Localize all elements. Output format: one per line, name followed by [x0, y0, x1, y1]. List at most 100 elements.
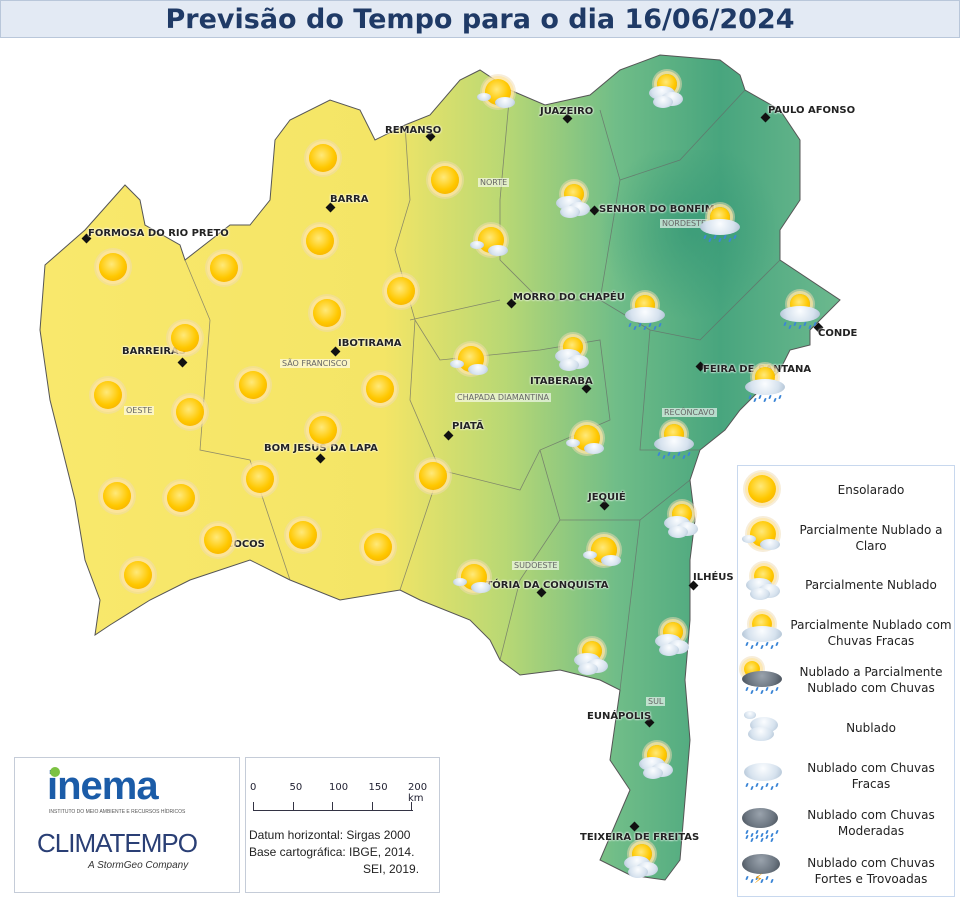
sunny-icon: [196, 520, 240, 560]
partly-cloudy-icon: [649, 620, 693, 660]
sunny-icon: [91, 247, 135, 287]
region-label: SUL: [646, 697, 666, 706]
sunny-icon: [423, 160, 467, 200]
legend-item: Ensolarado: [738, 466, 956, 514]
city-label: PAULO AFONSO: [768, 105, 856, 116]
scale-tick-label: 0: [250, 782, 257, 793]
sunny-icon: [95, 476, 139, 516]
sunny-icon: [163, 318, 207, 358]
sunny-icon: [231, 365, 275, 405]
sunny-icon: [159, 478, 203, 518]
legend-item: Parcialmente Nublado a Claro: [738, 514, 956, 562]
partly-cloudy-icon: [740, 564, 784, 604]
bahia-map: REMANSO JUAZEIRO PAULO AFONSO BARRA SENHOR D…: [0, 38, 960, 901]
legend-item: Nublado com Chuvas Moderadas: [738, 799, 956, 847]
partly-cloudy-icon: [658, 502, 702, 542]
city-label: VITÓRIA DA CONQUISTA: [474, 580, 609, 591]
legend-label: Nublado: [846, 721, 896, 735]
legend-item: Nublado: [738, 704, 956, 752]
scale-tick-label: 50: [289, 782, 303, 793]
city-label: FORMOSA DO RIO PRETO: [88, 228, 229, 239]
storm-icon: ⚡: [740, 850, 784, 890]
scale-tick: [292, 802, 294, 811]
partly-cloudy-icon: [568, 639, 612, 679]
region-label: NORTE: [478, 178, 510, 187]
legend-label: Parcialmente Nublado: [805, 578, 937, 593]
scale-tick: [371, 802, 373, 811]
cloudy-icon: [740, 707, 784, 747]
sunny-icon: [740, 469, 784, 509]
partly-cloudy-clear-icon: [468, 223, 512, 263]
cloudy-light-rain-icon: [740, 755, 784, 795]
sunny-icon: [301, 410, 345, 450]
cloudy-partly-rain-icon: [740, 659, 784, 699]
city-label: SENHOR DO BONFIM: [599, 204, 715, 215]
sunny-icon: [356, 527, 400, 567]
region-label: OESTE: [124, 406, 155, 415]
sunny-icon: [411, 456, 455, 496]
scale-tick: [332, 802, 333, 811]
city-label: REMANSO: [385, 125, 442, 136]
datum-text: Datum horizontal: Sirgas 2000: [249, 828, 411, 842]
sunny-icon: [202, 248, 246, 288]
partly-cloudy-clear-icon: [451, 560, 495, 600]
page-title: Previsão do Tempo para o dia 16/06/2024: [0, 0, 960, 38]
legend-label: Parcialmente Nublado com Chuvas Fracas: [790, 617, 952, 648]
base-text: Base cartográfica: IBGE, 2014.: [249, 845, 415, 859]
inema-subtitle: INSTITUTO DO MEIO AMBIENTE E RECURSOS HÍ…: [49, 809, 186, 815]
city-label: PIATÃ: [452, 421, 484, 432]
scale-tick-label: 150: [368, 782, 388, 793]
scale-tick: [411, 802, 412, 811]
region-label: SÃO FRANCISCO: [280, 359, 350, 368]
sunny-icon: [116, 555, 160, 595]
city-label: MORRO DO CHAPÉU: [513, 292, 625, 303]
city-label: BARREIRAS: [122, 346, 186, 357]
legend-label: Parcialmente Nublado a Claro: [799, 522, 943, 553]
legend-label: Nublado com Chuvas Fracas: [807, 760, 935, 791]
city-label: EUNÁPOLIS: [587, 711, 652, 722]
legend-item: Nublado com Chuvas Fracas: [738, 752, 956, 800]
sunny-icon: [379, 271, 423, 311]
legend-label: Nublado a Parcialmente Nublado com Chuva…: [799, 665, 943, 696]
city-label: ITABERABA: [530, 376, 593, 387]
legend-label: Ensolarado: [837, 483, 905, 497]
sunny-icon: [168, 392, 212, 432]
partly-cloudy-light-rain-icon: [740, 612, 784, 652]
partly-cloudy-light-rain-icon: [652, 422, 696, 462]
city-label: COCOS: [226, 539, 265, 550]
partly-cloudy-clear-icon: [475, 75, 519, 115]
partly-cloudy-clear-icon: [740, 517, 784, 557]
partly-cloudy-clear-icon: [581, 533, 625, 573]
region-label: RECÔNCAVO: [662, 408, 717, 417]
legend-item: ⚡ Nublado com Chuvas Fortes e Trovoadas: [738, 847, 956, 895]
city-label: IBOTIRAMA: [338, 338, 402, 349]
legend-item: Parcialmente Nublado com Chuvas Fracas: [738, 609, 956, 657]
partly-cloudy-light-rain-icon: [698, 205, 742, 245]
city-label: JUAZEIRO: [540, 106, 594, 117]
legend-label: Nublado com Chuvas Fortes e Trovoadas: [807, 855, 935, 886]
sunny-icon: [305, 293, 349, 333]
legend: Ensolarado Parcialmente Nublado a Claro Pa…: [737, 465, 955, 897]
partly-cloudy-icon: [549, 335, 593, 375]
partly-cloudy-icon: [550, 182, 594, 222]
city-label: JEQUIÉ: [588, 492, 626, 503]
inema-logo: inema: [47, 764, 159, 808]
legend-item: Nublado a Parcialmente Nublado com Chuva…: [738, 656, 956, 704]
region-label: SUDOESTE: [512, 561, 560, 570]
legend-label: Nublado com Chuvas Moderadas: [807, 808, 935, 839]
city-label: BARRA: [330, 194, 369, 205]
sei-text: SEI, 2019.: [363, 862, 420, 876]
partly-cloudy-icon: [643, 72, 687, 112]
sunny-icon: [86, 375, 130, 415]
city-label: TEIXEIRA DE FREITAS: [580, 832, 700, 843]
sunny-icon: [281, 515, 325, 555]
sunny-icon: [298, 221, 342, 261]
partly-cloudy-light-rain-icon: [743, 365, 787, 405]
partly-cloudy-light-rain-icon: [778, 292, 822, 332]
climatempo-logo: CLIMATEMPO: [37, 828, 198, 858]
city-label: BOM JESUS DA LAPA: [264, 443, 378, 454]
cloudy-moderate-rain-icon: [740, 802, 784, 843]
climatempo-subtitle: A StormGeo Company: [88, 860, 189, 871]
scale-tick-label: 100: [329, 782, 349, 793]
city-label: ILHÉUS: [693, 572, 734, 583]
